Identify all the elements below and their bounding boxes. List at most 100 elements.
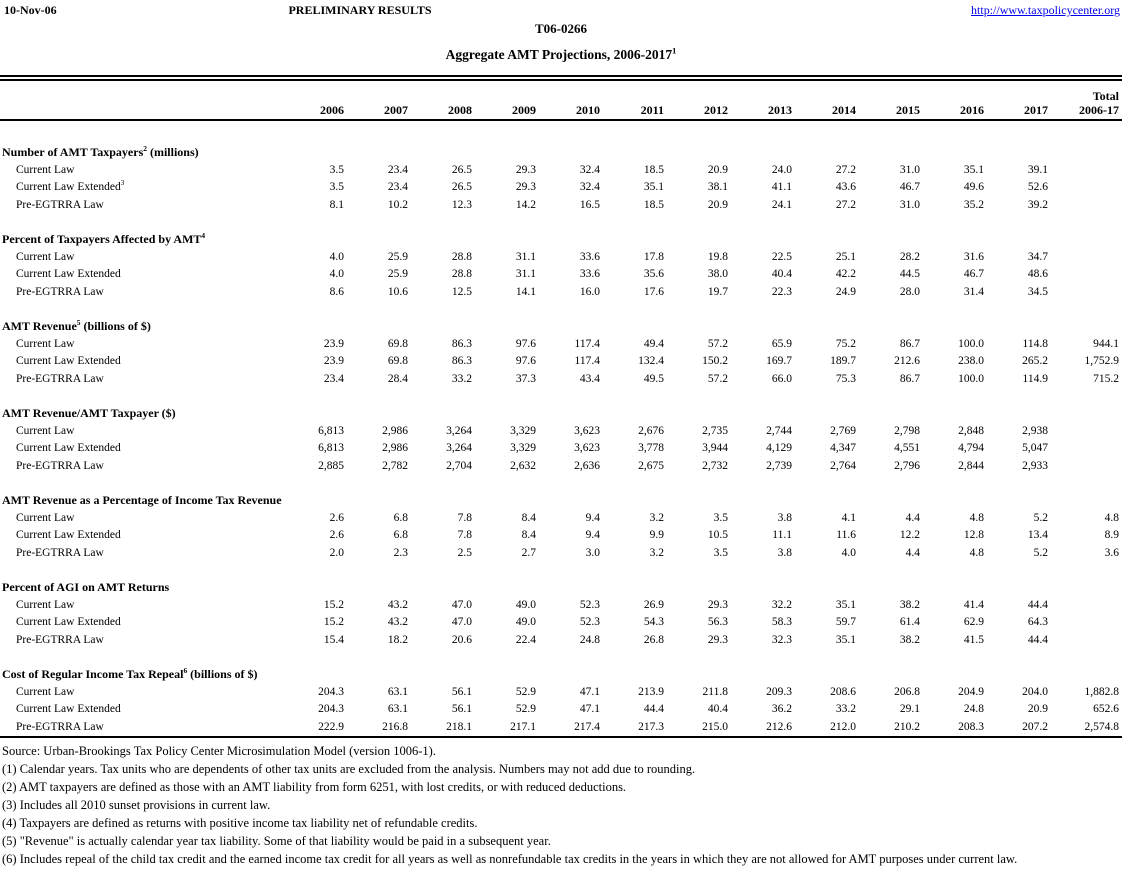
- value-cell: 3,329: [510, 424, 536, 437]
- value-cell: 31.1: [515, 268, 536, 280]
- value-cell: 32.2: [771, 598, 792, 611]
- value-cell: 2,986: [382, 442, 408, 454]
- total-cell: [1051, 632, 1122, 650]
- value-cell: 18.5: [643, 198, 664, 211]
- value-cell: 213.9: [638, 685, 664, 698]
- value-cell: 22.4: [515, 633, 536, 646]
- value-cell: 3,778: [638, 442, 664, 454]
- value-cell: 56.3: [707, 616, 728, 628]
- value-cell: 56.1: [451, 685, 472, 698]
- total-cell: 715.2: [1093, 372, 1119, 385]
- value-cell: 20.6: [451, 633, 472, 646]
- value-cell: 3,264: [446, 442, 472, 454]
- document-date: 10-Nov-06: [4, 3, 57, 17]
- value-cell: 35.1: [643, 181, 664, 193]
- value-cell: 38.1: [707, 181, 728, 193]
- value-cell: 24.1: [771, 198, 792, 211]
- value-cell: 28.8: [451, 268, 472, 280]
- value-cell: 23.4: [323, 372, 344, 385]
- value-cell: 52.3: [579, 598, 600, 611]
- value-cell: 5.2: [1033, 511, 1048, 524]
- value-cell: 114.9: [1022, 372, 1048, 385]
- value-cell: 29.3: [515, 181, 536, 193]
- value-cell: 47.0: [451, 616, 472, 628]
- document-header: 10-Nov-06 PRELIMINARY RESULTS http://www…: [0, 0, 1122, 75]
- value-cell: 4,551: [894, 442, 920, 454]
- value-cell: 54.3: [643, 616, 664, 628]
- total-cell: 652.6: [1093, 703, 1119, 715]
- row-label: Pre-EGTRRA Law: [16, 459, 104, 472]
- data-row: Pre-EGTRRA Law 222.9 216.8 218.1 217.1 217.4 2…: [0, 719, 1122, 737]
- value-cell: 4.1: [841, 511, 856, 524]
- value-cell: 208.6: [830, 685, 856, 698]
- total-cell: 2,574.8: [1084, 720, 1120, 733]
- year-header: 2013: [731, 81, 795, 121]
- value-cell: 46.7: [899, 181, 920, 193]
- value-cell: 222.9: [318, 720, 344, 733]
- data-row: Pre-EGTRRA Law 2.0 2.3 2.5 2.7 3.0 3.2 3.5 3.8 4.…: [0, 545, 1122, 563]
- value-cell: 2,676: [638, 424, 664, 437]
- taxpolicycenter-link[interactable]: http://www.taxpolicycenter.org: [971, 3, 1120, 17]
- value-cell: 169.7: [766, 355, 792, 367]
- value-cell: 33.6: [579, 268, 600, 280]
- table-top-double-rule: [0, 75, 1122, 81]
- value-cell: 215.0: [702, 720, 728, 733]
- row-label: Pre-EGTRRA Law: [16, 633, 104, 646]
- value-cell: 4.4: [905, 511, 920, 524]
- value-cell: 43.6: [835, 181, 856, 193]
- value-cell: 38.2: [899, 633, 920, 646]
- footnote-marker: 6: [183, 666, 188, 675]
- value-cell: 2.0: [329, 546, 344, 559]
- value-cell: 44.5: [899, 268, 920, 280]
- total-cell: 3.6: [1104, 546, 1119, 559]
- row-label: Current Law: [16, 598, 75, 611]
- section-title: Percent of Taxpayers Affected by AMT4: [2, 231, 206, 246]
- value-cell: 29.1: [899, 703, 920, 715]
- spacer-row: [0, 649, 1122, 666]
- value-cell: 117.4: [574, 355, 600, 367]
- value-cell: 265.2: [1022, 355, 1048, 367]
- value-cell: 7.8: [457, 511, 472, 524]
- value-cell: 26.9: [643, 598, 664, 611]
- value-cell: 43.4: [579, 372, 600, 385]
- value-cell: 6,813: [318, 424, 344, 437]
- value-cell: 86.3: [451, 355, 472, 367]
- row-label: Current Law Extended: [16, 355, 121, 367]
- value-cell: 2,632: [510, 459, 536, 472]
- footnote-marker: 3: [120, 179, 125, 188]
- value-cell: 47.0: [451, 598, 472, 611]
- value-cell: 29.3: [707, 598, 728, 611]
- value-cell: 8.1: [329, 198, 344, 211]
- value-cell: 42.2: [835, 268, 856, 280]
- value-cell: 4.8: [969, 546, 984, 559]
- value-cell: 3.8: [777, 511, 792, 524]
- row-label: Pre-EGTRRA Law: [16, 198, 104, 211]
- value-cell: 2,798: [894, 424, 920, 437]
- footnote-2: (2) AMT taxpayers are defined as those w…: [2, 780, 627, 794]
- footnote-marker: 5: [76, 318, 81, 327]
- data-row: Current Law 15.2 43.2 47.0 49.0 52.3 26.9 29.3 3…: [0, 597, 1122, 615]
- year-header: 2007: [347, 81, 411, 121]
- value-cell: 4.0: [841, 546, 856, 559]
- value-cell: 6,813: [318, 442, 344, 454]
- value-cell: 216.8: [382, 720, 408, 733]
- value-cell: 24.8: [963, 703, 984, 715]
- spacer-row: [0, 214, 1122, 231]
- value-cell: 2,885: [318, 459, 344, 472]
- value-cell: 41.4: [963, 598, 984, 611]
- value-cell: 5,047: [1022, 442, 1048, 454]
- year-header: 2015: [859, 81, 923, 121]
- footnote-1: (1) Calendar years. Tax units who are de…: [2, 762, 696, 776]
- value-cell: 2,704: [446, 459, 472, 472]
- value-cell: 31.6: [963, 250, 984, 263]
- value-cell: 9.4: [585, 511, 600, 524]
- value-cell: 2,848: [958, 424, 984, 437]
- value-cell: 2,986: [382, 424, 408, 437]
- row-label: Current Law Extended: [16, 703, 121, 715]
- data-row: Current Law Extended 4.0 25.9 28.8 31.1 33.6 3…: [0, 266, 1122, 284]
- value-cell: 4.8: [969, 511, 984, 524]
- value-cell: 57.2: [707, 372, 728, 385]
- value-cell: 3,944: [702, 442, 728, 454]
- spacer-cell: [0, 649, 1122, 666]
